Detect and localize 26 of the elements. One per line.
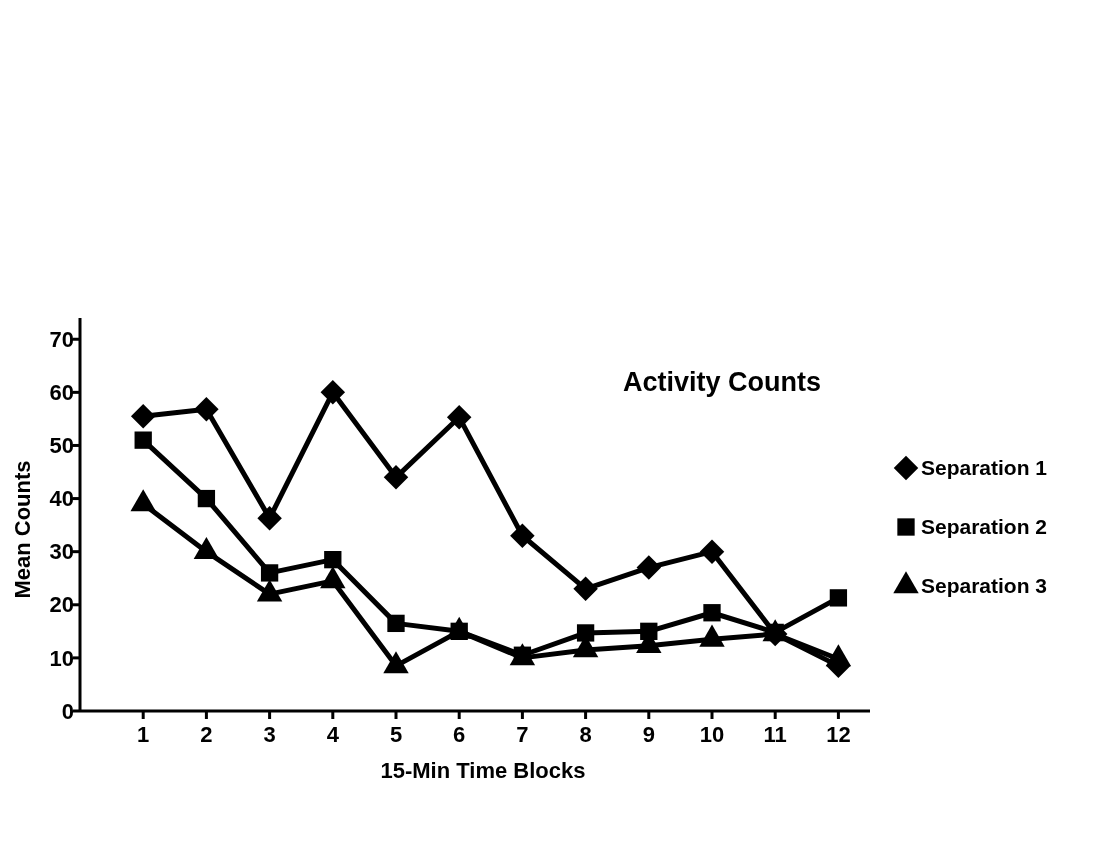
y-axis-title: Mean Counts [10,460,35,599]
y-tick-label: 60 [49,380,74,406]
y-tick-label: 0 [61,698,74,724]
x-tick-label: 11 [763,722,787,747]
y-tick-label: 40 [49,486,74,512]
x-tick-label: 12 [826,722,851,747]
y-tick-label: 70 [49,326,74,352]
x-tick-label: 4 [326,722,340,747]
legend-label: Separation 3 [921,574,1048,598]
x-tick-label: 8 [579,722,592,747]
y-tick-label: 20 [49,592,74,618]
x-tick-label: 2 [200,722,213,747]
x-tick-label: 1 [137,722,150,747]
legend-label: Separation 1 [921,456,1048,480]
y-tick-label: 30 [49,539,74,565]
x-tick-label: 10 [699,722,725,747]
x-tick-label: 9 [642,722,655,747]
x-tick-label: 6 [453,722,466,747]
legend-label: Separation 2 [921,515,1048,539]
x-axis-title: 15-Min Time Blocks [380,758,586,783]
x-tick-label: 5 [389,722,403,747]
x-tick-label: 3 [263,722,276,747]
y-tick-label: 50 [49,433,74,459]
text: Activity Counts [622,367,822,397]
y-tick-label: 10 [49,645,74,671]
x-tick-label: 7 [516,722,529,747]
